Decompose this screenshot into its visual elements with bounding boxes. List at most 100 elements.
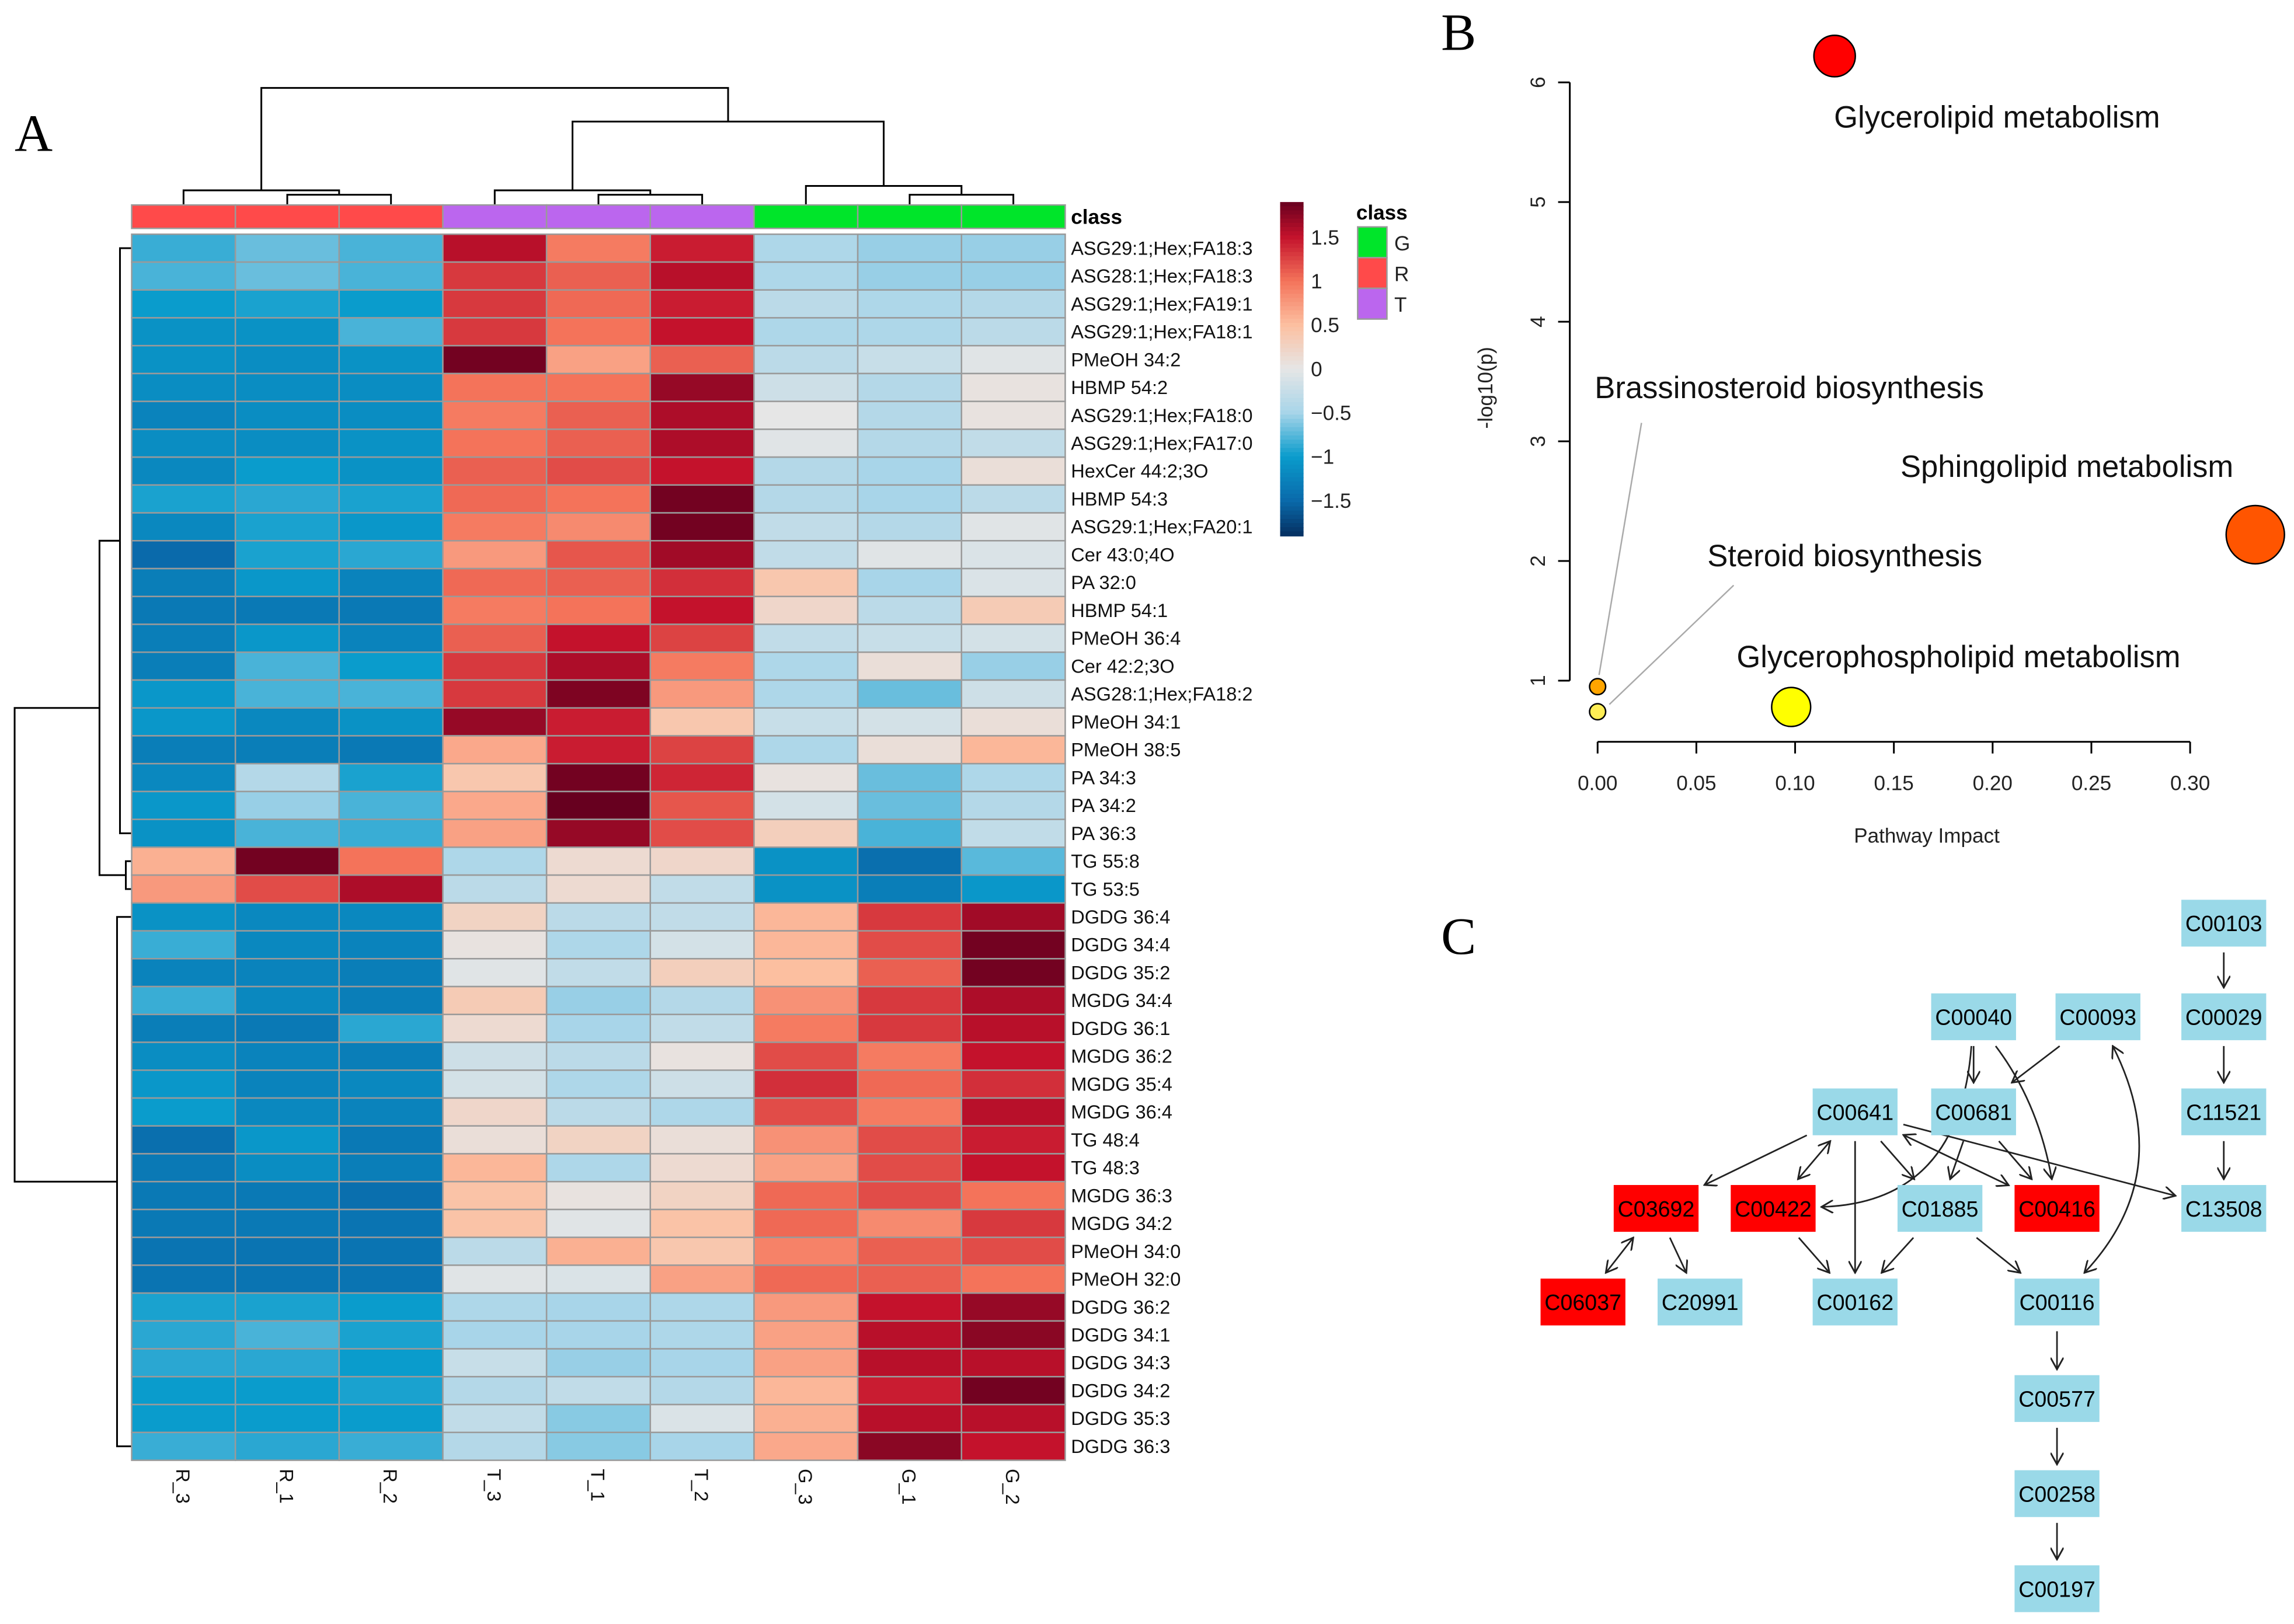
heatmap-cell [442,874,548,904]
heatmap-cell [338,1069,444,1099]
heatmap-cell [442,762,548,793]
row-label: DGDG 35:3 [1071,1408,1170,1429]
class-annotation-label: class [1071,206,1122,229]
color-scale-segment [1280,448,1304,454]
heatmap-cell [857,400,963,430]
color-scale-segment [1280,235,1304,241]
heatmap-cell [442,1236,548,1266]
heatmap-cell [442,651,548,681]
color-scale-segment [1280,498,1304,503]
row-label: TG 53:5 [1071,879,1140,900]
heatmap-cell [753,846,859,876]
heatmap-cell [857,1153,963,1183]
class-bar-cell [649,204,755,229]
row-label: DGDG 36:1 [1071,1018,1170,1039]
heatmap-cell [545,762,652,793]
heatmap-cell [960,1041,1066,1071]
heatmap-cell [234,623,340,653]
compound-node-label: C00029 [2185,1005,2262,1030]
row-label: HexCer 44:2;3O [1071,461,1208,482]
column-label: R_1 [276,1469,297,1504]
heatmap-cell [960,902,1066,932]
compound-node [2181,1088,2267,1135]
network-edge [2084,1046,2140,1273]
row-label: DGDG 34:1 [1071,1325,1170,1346]
color-scale-segment [1280,252,1304,257]
heatmap-cell [545,456,652,486]
compound-node-label: C00422 [1735,1197,1812,1221]
network-edge [1798,1141,1830,1179]
heatmap-cell [857,540,963,570]
heatmap-cell [338,289,444,319]
network-edges [1606,952,2223,1560]
row-label: PMeOH 32:0 [1071,1269,1181,1290]
heatmap-cell [753,1041,859,1071]
pathway-bubble [2225,504,2285,565]
heatmap-cell [338,261,444,291]
color-scale-segment [1280,210,1304,216]
scatter-axes: 1 2 3 4 5 6 0.00 0.05 0.10 0.15 0.20 0.25 0.30 [1527,76,2210,794]
heatmap-cell [442,1376,548,1406]
class-bar-cell [545,204,652,229]
heatmap-cell [649,344,755,375]
heatmap-cell [545,707,652,737]
compound-node [1731,1184,1816,1232]
heatmap-cell [131,1125,236,1155]
heatmap-cell [545,1320,652,1350]
pathway-bubble [1771,686,1812,727]
heatmap-cell [753,1153,859,1183]
heatmap-cell [857,679,963,709]
heatmap-cell [442,1292,548,1322]
color-scale-segment [1280,343,1304,349]
heatmap-cell [960,762,1066,793]
heatmap-cell [960,595,1066,625]
heatmap-cell [545,1208,652,1238]
color-scale-segment [1280,327,1304,332]
heatmap-cell [338,317,444,347]
color-scale-segment [1280,510,1304,516]
compound-node-label: C00641 [1816,1100,1893,1124]
heatmap-cell [649,623,755,653]
heatmap-cell [131,1153,236,1183]
heatmap-cell [234,595,340,625]
heatmap-cell [338,679,444,709]
heatmap-cell [753,372,859,402]
leader-line [1598,423,1642,675]
heatmap-cell [442,1041,548,1071]
heatmap-cell [545,930,652,960]
heatmap-cell [753,1180,859,1211]
dendrogram-branch [124,860,132,890]
heatmap-cell [338,1320,444,1350]
compound-node [2181,993,2267,1040]
heatmap-cell [649,846,755,876]
heatmap-cell [545,1125,652,1155]
heatmap-cell [442,1320,548,1350]
compound-node-label: C00577 [2018,1387,2095,1412]
heatmap-cell [338,456,444,486]
column-label: G_1 [898,1469,919,1505]
compound-node [1613,1184,1699,1232]
compound-node-label: C00040 [1935,1005,2012,1030]
heatmap-cell [649,1208,755,1238]
row-label: DGDG 34:2 [1071,1380,1170,1401]
heatmap-cell [753,484,859,514]
heatmap-cell [338,762,444,793]
row-label: MGDG 36:3 [1071,1185,1172,1206]
heatmap-cell [857,735,963,765]
heatmap-cell [131,930,236,960]
heatmap-cell [545,344,652,375]
heatmap-cell [649,1376,755,1406]
row-label: TG 48:4 [1071,1130,1140,1151]
heatmap-cell [545,1264,652,1294]
row-label: DGDG 34:4 [1071,935,1170,956]
heatmap-cell [131,317,236,347]
heatmap-cell [857,874,963,904]
color-scale-segment [1280,294,1304,299]
heatmap-cell [649,1180,755,1211]
heatmap-cell [338,540,444,570]
compound-node-label: C00103 [2185,911,2262,936]
color-scale-segment [1280,260,1304,266]
network-edge [2012,1045,2060,1083]
heatmap-cell [649,372,755,402]
network-edge [1606,1238,1633,1273]
